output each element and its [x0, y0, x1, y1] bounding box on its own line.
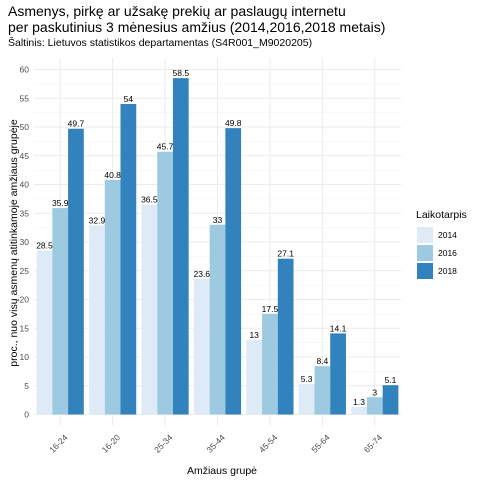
bar-value-label: 32.9 [89, 215, 106, 225]
bar-16-24-2016 [52, 208, 69, 415]
legend-label-2016: 2016 [438, 248, 457, 258]
bar-55-64-2014 [298, 384, 315, 415]
bar-value-label: 17.5 [262, 304, 279, 314]
y-tick-label: 5 [24, 381, 29, 391]
x-tick-label: 35-44 [204, 432, 227, 455]
bar-value-label: 49.7 [68, 119, 85, 129]
bar-value-label: 36.5 [141, 195, 158, 205]
legend-swatch-2018 [417, 263, 433, 279]
bar-16-20-2016 [104, 179, 121, 415]
x-tick-label: 16-24 [47, 432, 70, 455]
legend-label-2018: 2018 [438, 266, 457, 276]
bar-value-label: 1.3 [353, 397, 365, 407]
x-axis-ticks: 16-24 16-20 25-34 35-44 45-54 55-64 65-74 [47, 432, 384, 455]
y-tick-label: 45 [20, 151, 30, 161]
bar-65-74-2018 [382, 385, 399, 415]
chart-subtitle: Šaltinis: Lietuvos statistikos departame… [8, 37, 313, 49]
x-tick-label: 25-34 [152, 432, 175, 455]
bar-16-24-2018 [68, 128, 84, 415]
bar-value-label: 58.5 [173, 68, 190, 78]
y-tick-label: 10 [20, 352, 30, 362]
chart-title-line-1: Asmenys, pirkę ar užsakę prekių ar pasla… [8, 3, 346, 19]
bar-value-label: 14.1 [330, 323, 347, 333]
y-tick-label: 40 [20, 180, 30, 190]
legend-swatch-2014 [417, 227, 433, 243]
chart-title-line-2: per paskutinius 3 mėnesius amžius (2014,… [8, 19, 386, 35]
bar-value-label: 49.8 [225, 118, 242, 128]
x-tick-label: 55-64 [309, 432, 332, 455]
y-tick-label: 55 [20, 93, 30, 103]
y-tick-label: 15 [20, 323, 30, 333]
x-tick-label: 45-54 [257, 432, 280, 455]
bar-65-74-2014 [351, 407, 367, 415]
bar-value-label: 33 [213, 215, 223, 225]
bar-labels-group: 28.535.949.732.940.85436.545.758.523.633… [36, 68, 396, 407]
legend-title: Laikotarpis [416, 209, 467, 221]
bar-45-54-2016 [262, 313, 278, 415]
bar-value-label: 3 [372, 387, 377, 397]
bar-value-label: 45.7 [157, 142, 174, 152]
bar-35-44-2016 [209, 224, 226, 415]
y-tick-label: 35 [20, 208, 30, 218]
y-tick-label: 60 [20, 65, 30, 75]
bars-group [36, 78, 399, 415]
bar-45-54-2014 [246, 339, 263, 415]
x-tick-label: 65-74 [362, 432, 385, 455]
bar-55-64-2018 [330, 333, 346, 415]
bar-value-label: 23.6 [193, 269, 210, 279]
bar-value-label: 5.3 [301, 374, 313, 384]
legend-swatch-2016 [417, 245, 433, 261]
bar-value-label: 8.4 [316, 356, 328, 366]
legend: Laikotarpis 2014 2016 2018 [416, 209, 467, 279]
bar-55-64-2016 [314, 366, 331, 415]
y-axis-title: proc., nuo visų asmenų atitinkamoje amži… [8, 119, 20, 367]
bar-35-44-2018 [225, 128, 242, 415]
bar-value-label: 35.9 [52, 198, 69, 208]
bar-25-34-2018 [172, 78, 189, 415]
bar-value-label: 13 [249, 330, 259, 340]
y-tick-label: 30 [20, 237, 30, 247]
legend-label-2014: 2014 [438, 230, 457, 240]
x-axis-title: Amžiaus grupė [187, 465, 257, 477]
bar-45-54-2018 [277, 258, 294, 415]
y-tick-label: 20 [20, 295, 30, 305]
bar-25-34-2016 [157, 151, 173, 415]
bar-16-20-2018 [120, 104, 137, 415]
bar-value-label: 27.1 [277, 249, 294, 259]
x-tick-label: 16-20 [100, 432, 123, 455]
bar-value-label: 28.5 [36, 241, 53, 251]
bar-65-74-2016 [366, 397, 383, 415]
bar-value-label: 5.1 [385, 375, 397, 385]
y-tick-label: 0 [24, 410, 29, 420]
bar-35-44-2014 [193, 278, 210, 415]
bar-25-34-2014 [141, 204, 158, 415]
y-axis-ticks: 0 5 10 15 20 25 30 35 40 45 50 55 60 [20, 65, 30, 420]
y-tick-label: 50 [20, 122, 30, 132]
chart-title: Asmenys, pirkę ar užsakę prekių ar pasla… [8, 3, 385, 35]
bar-value-label: 54 [124, 94, 134, 104]
y-tick-label: 25 [20, 266, 30, 276]
bar-value-label: 40.8 [104, 170, 121, 180]
bar-16-24-2014 [36, 250, 53, 415]
bar-16-20-2014 [89, 225, 105, 415]
